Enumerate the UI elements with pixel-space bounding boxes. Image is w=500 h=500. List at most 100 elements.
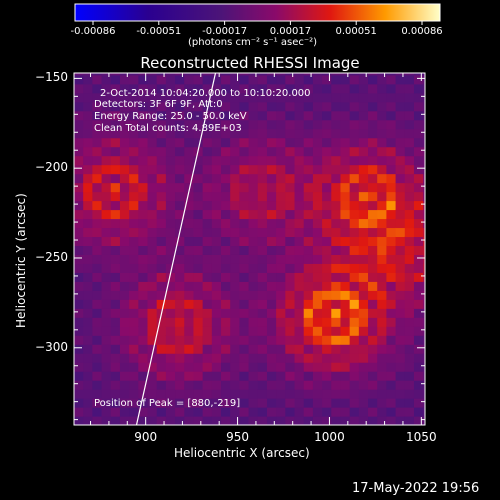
heatmap-cell — [331, 254, 342, 264]
heatmap-cell — [423, 83, 425, 94]
heatmap-cell — [285, 110, 296, 121]
heatmap-cell — [184, 371, 195, 381]
heatmap-cell — [147, 380, 158, 390]
heatmap-cell — [101, 344, 112, 354]
heatmap-cell — [276, 308, 286, 318]
heatmap-cell — [119, 227, 130, 238]
heatmap-cell — [312, 407, 323, 417]
heatmap-cell — [276, 272, 286, 282]
heatmap-cell — [276, 74, 286, 85]
heatmap-cell — [147, 218, 158, 229]
heatmap-cell — [395, 326, 406, 336]
heatmap-cell — [119, 389, 130, 399]
heatmap-cell — [423, 263, 425, 273]
heatmap-cell — [368, 416, 378, 425]
heatmap-cell — [202, 398, 213, 408]
heatmap-cell — [110, 146, 121, 157]
heatmap-cell — [119, 74, 130, 85]
heatmap-cell — [83, 164, 93, 175]
heatmap-cell — [193, 371, 204, 381]
heatmap-cell — [368, 92, 378, 103]
heatmap-cell — [184, 407, 195, 417]
heatmap-cell — [129, 209, 139, 220]
heatmap-cell — [331, 299, 342, 309]
heatmap-cell — [74, 335, 84, 345]
heatmap-cell — [322, 218, 332, 229]
heatmap-cell — [248, 227, 259, 238]
heatmap-cell — [193, 74, 204, 85]
heatmap-cell — [266, 146, 277, 157]
heatmap-cell — [110, 254, 121, 264]
heatmap-cell — [239, 92, 250, 103]
heatmap-cell — [276, 344, 286, 354]
heatmap-cell — [147, 83, 158, 94]
heatmap-cell — [110, 191, 121, 202]
heatmap-cell — [92, 407, 103, 417]
heatmap-cell — [340, 146, 351, 157]
heatmap-cell — [202, 209, 213, 220]
heatmap-cell — [285, 155, 296, 166]
heatmap-cell — [202, 110, 213, 121]
heatmap-cell — [303, 263, 314, 273]
heatmap-cell — [322, 308, 332, 318]
heatmap-cell — [303, 380, 314, 390]
heatmap-cell — [285, 218, 296, 229]
heatmap-cell — [110, 353, 121, 363]
heatmap-cell — [303, 191, 314, 202]
heatmap-cell — [248, 371, 259, 381]
heatmap-cell — [239, 317, 250, 327]
heatmap-cell — [184, 353, 195, 363]
heatmap-cell — [404, 83, 415, 94]
heatmap-cell — [386, 281, 397, 291]
heatmap-cell — [202, 146, 213, 157]
heatmap-cell — [83, 92, 93, 103]
heatmap-cell — [340, 128, 351, 139]
heatmap-cell — [175, 164, 185, 175]
colorbar-tick-label: 0.00086 — [401, 26, 443, 37]
heatmap-cell — [294, 416, 305, 425]
heatmap-cell — [175, 308, 185, 318]
heatmap-cell — [266, 281, 277, 291]
heatmap-cell — [83, 290, 93, 300]
heatmap-cell — [386, 209, 397, 220]
heatmap-cell — [83, 146, 93, 157]
heatmap-cell — [110, 200, 121, 211]
heatmap-cell — [377, 281, 388, 291]
heatmap-cell — [358, 398, 369, 408]
heatmap-cell — [147, 209, 158, 220]
heatmap-cell — [202, 362, 213, 372]
heatmap-cell — [322, 272, 332, 282]
heatmap-cell — [413, 137, 424, 148]
heatmap-cell — [101, 218, 112, 229]
heatmap-cell — [193, 173, 204, 184]
heatmap-cell — [349, 299, 360, 309]
heatmap-cell — [202, 227, 213, 238]
heatmap-cell — [331, 371, 342, 381]
heatmap-cell — [294, 353, 305, 363]
heatmap-cell — [129, 128, 139, 139]
heatmap-cell — [331, 380, 342, 390]
heatmap-cell — [423, 236, 425, 247]
annotation-clean: Clean Total counts: 4.89E+03 — [94, 123, 242, 134]
heatmap-cell — [257, 128, 268, 139]
heatmap-cell — [165, 101, 176, 112]
heatmap-cell — [239, 344, 250, 354]
heatmap-cell — [349, 335, 360, 345]
plot-frame — [73, 72, 426, 426]
heatmap-cell — [202, 263, 213, 273]
heatmap-cell — [404, 290, 415, 300]
heatmap-cell — [303, 146, 314, 157]
heatmap-cell — [266, 299, 277, 309]
heatmap-cell — [303, 389, 314, 399]
heatmap-cell — [230, 245, 240, 255]
heatmap-cell — [193, 164, 204, 175]
heatmap-cell — [257, 407, 268, 417]
heatmap-cell — [386, 101, 397, 112]
heatmap-cell — [331, 326, 342, 336]
heatmap-cell — [138, 326, 149, 336]
heatmap-cell — [230, 73, 240, 76]
heatmap-cell — [413, 83, 424, 94]
heatmap-cell — [266, 254, 277, 264]
heatmap-cell — [340, 218, 351, 229]
heatmap-cell — [266, 263, 277, 273]
